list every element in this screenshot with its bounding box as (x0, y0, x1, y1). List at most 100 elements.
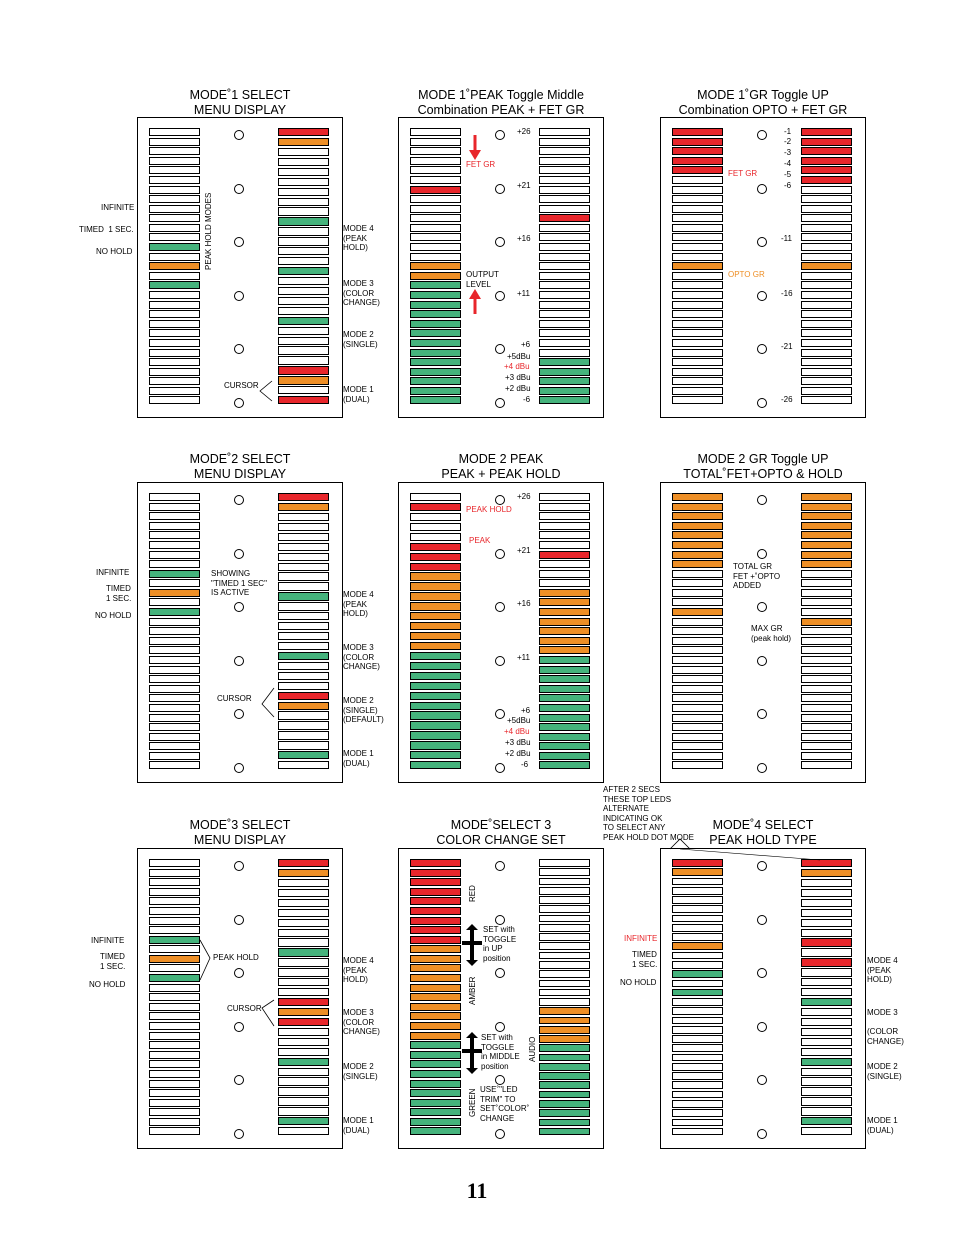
led-segment (149, 521, 200, 530)
led-segment (672, 262, 723, 271)
meter-label: -21 (781, 342, 793, 351)
led-segment (672, 859, 723, 867)
led-segment (149, 156, 200, 165)
led-segment (278, 217, 329, 226)
led-segment (278, 1127, 329, 1136)
led-segment (410, 906, 461, 915)
title-line: MODE 1˚PEAK Toggle Middle (418, 88, 584, 102)
led-segment (539, 1044, 590, 1053)
led-segment (410, 281, 461, 290)
led-segment (410, 137, 461, 146)
indicator-dot (757, 1128, 767, 1139)
led-segment (801, 1117, 852, 1126)
led-segment (801, 1057, 852, 1066)
led-segment (801, 1087, 852, 1096)
led-segment (539, 1062, 590, 1071)
led-segment (410, 319, 461, 328)
led-segment (672, 617, 723, 626)
led-segment (672, 550, 723, 559)
led-segment (539, 569, 590, 578)
led-segment (539, 761, 590, 770)
led-segment (801, 908, 852, 917)
led-segment (149, 1002, 200, 1011)
led-segment (149, 396, 200, 405)
led-segment (410, 367, 461, 376)
led-segment (801, 928, 852, 937)
led-segment (410, 1079, 461, 1088)
led-segment (149, 916, 200, 925)
led-segment (410, 602, 461, 611)
led-segment (801, 291, 852, 300)
vertical-label: RED (468, 885, 477, 902)
led-segment (539, 868, 590, 877)
led-segment (410, 612, 461, 621)
led-segment (410, 204, 461, 213)
led-segment (801, 493, 852, 502)
led-segment (801, 598, 852, 607)
led-segment (539, 137, 590, 146)
led-segment (539, 886, 590, 895)
led-segment (410, 300, 461, 309)
meter-label: +26 (517, 127, 531, 136)
led-segment (410, 983, 461, 992)
led-segment (149, 204, 200, 213)
led-segment (672, 1025, 723, 1034)
led-segment (801, 978, 852, 987)
led-segment (801, 938, 852, 947)
led-segment (672, 147, 723, 156)
led-segment (410, 532, 461, 542)
led-segment (672, 1118, 723, 1127)
indicator-dot (234, 183, 244, 194)
led-segment (801, 386, 852, 395)
led-segment (410, 1012, 461, 1021)
led-segment (801, 627, 852, 636)
led-segment (801, 1097, 852, 1106)
led-segment (672, 281, 723, 290)
led-segment (410, 974, 461, 983)
led-segment (672, 933, 723, 941)
led-segment (801, 968, 852, 977)
led-segment (801, 233, 852, 242)
indicator-dot (495, 183, 505, 194)
led-segment (410, 214, 461, 223)
led-segment (149, 185, 200, 194)
led-segment (801, 338, 852, 347)
led-segment (539, 1127, 590, 1136)
meter-label: -11 (781, 234, 792, 243)
indicator-dot (495, 290, 505, 301)
led-segment (149, 906, 200, 915)
led-segment (278, 326, 329, 335)
led-segment (672, 1035, 723, 1043)
indicator-dot (757, 495, 767, 505)
meter-label: PEAK HOLD (466, 505, 512, 514)
indicator-dot (234, 914, 244, 925)
led-segment (149, 878, 200, 887)
led-segment (539, 998, 590, 1006)
led-segment (539, 970, 590, 978)
led-segment (149, 271, 200, 280)
indicator-dot (234, 548, 244, 559)
led-segment (801, 665, 852, 674)
led-segment (672, 185, 723, 194)
led-segment (539, 291, 590, 300)
led-segment (672, 512, 723, 521)
led-segment (672, 128, 723, 137)
led-segment (278, 137, 329, 147)
led-segment (278, 366, 329, 375)
led-segment (672, 1044, 723, 1053)
led-segment (539, 521, 590, 530)
meter-panel (398, 848, 604, 1149)
meter-label: PEAK (469, 536, 491, 545)
led-segment (539, 656, 590, 665)
led-segment (278, 502, 329, 512)
led-segment (672, 627, 723, 636)
led-segment (149, 147, 200, 156)
led-segment (410, 1031, 461, 1040)
led-segment (278, 316, 329, 325)
led-segment (278, 859, 329, 868)
led-segment (801, 1067, 852, 1076)
led-segment (672, 493, 723, 502)
led-segment (801, 252, 852, 261)
led-segment (278, 532, 329, 542)
led-segment (672, 1072, 723, 1080)
